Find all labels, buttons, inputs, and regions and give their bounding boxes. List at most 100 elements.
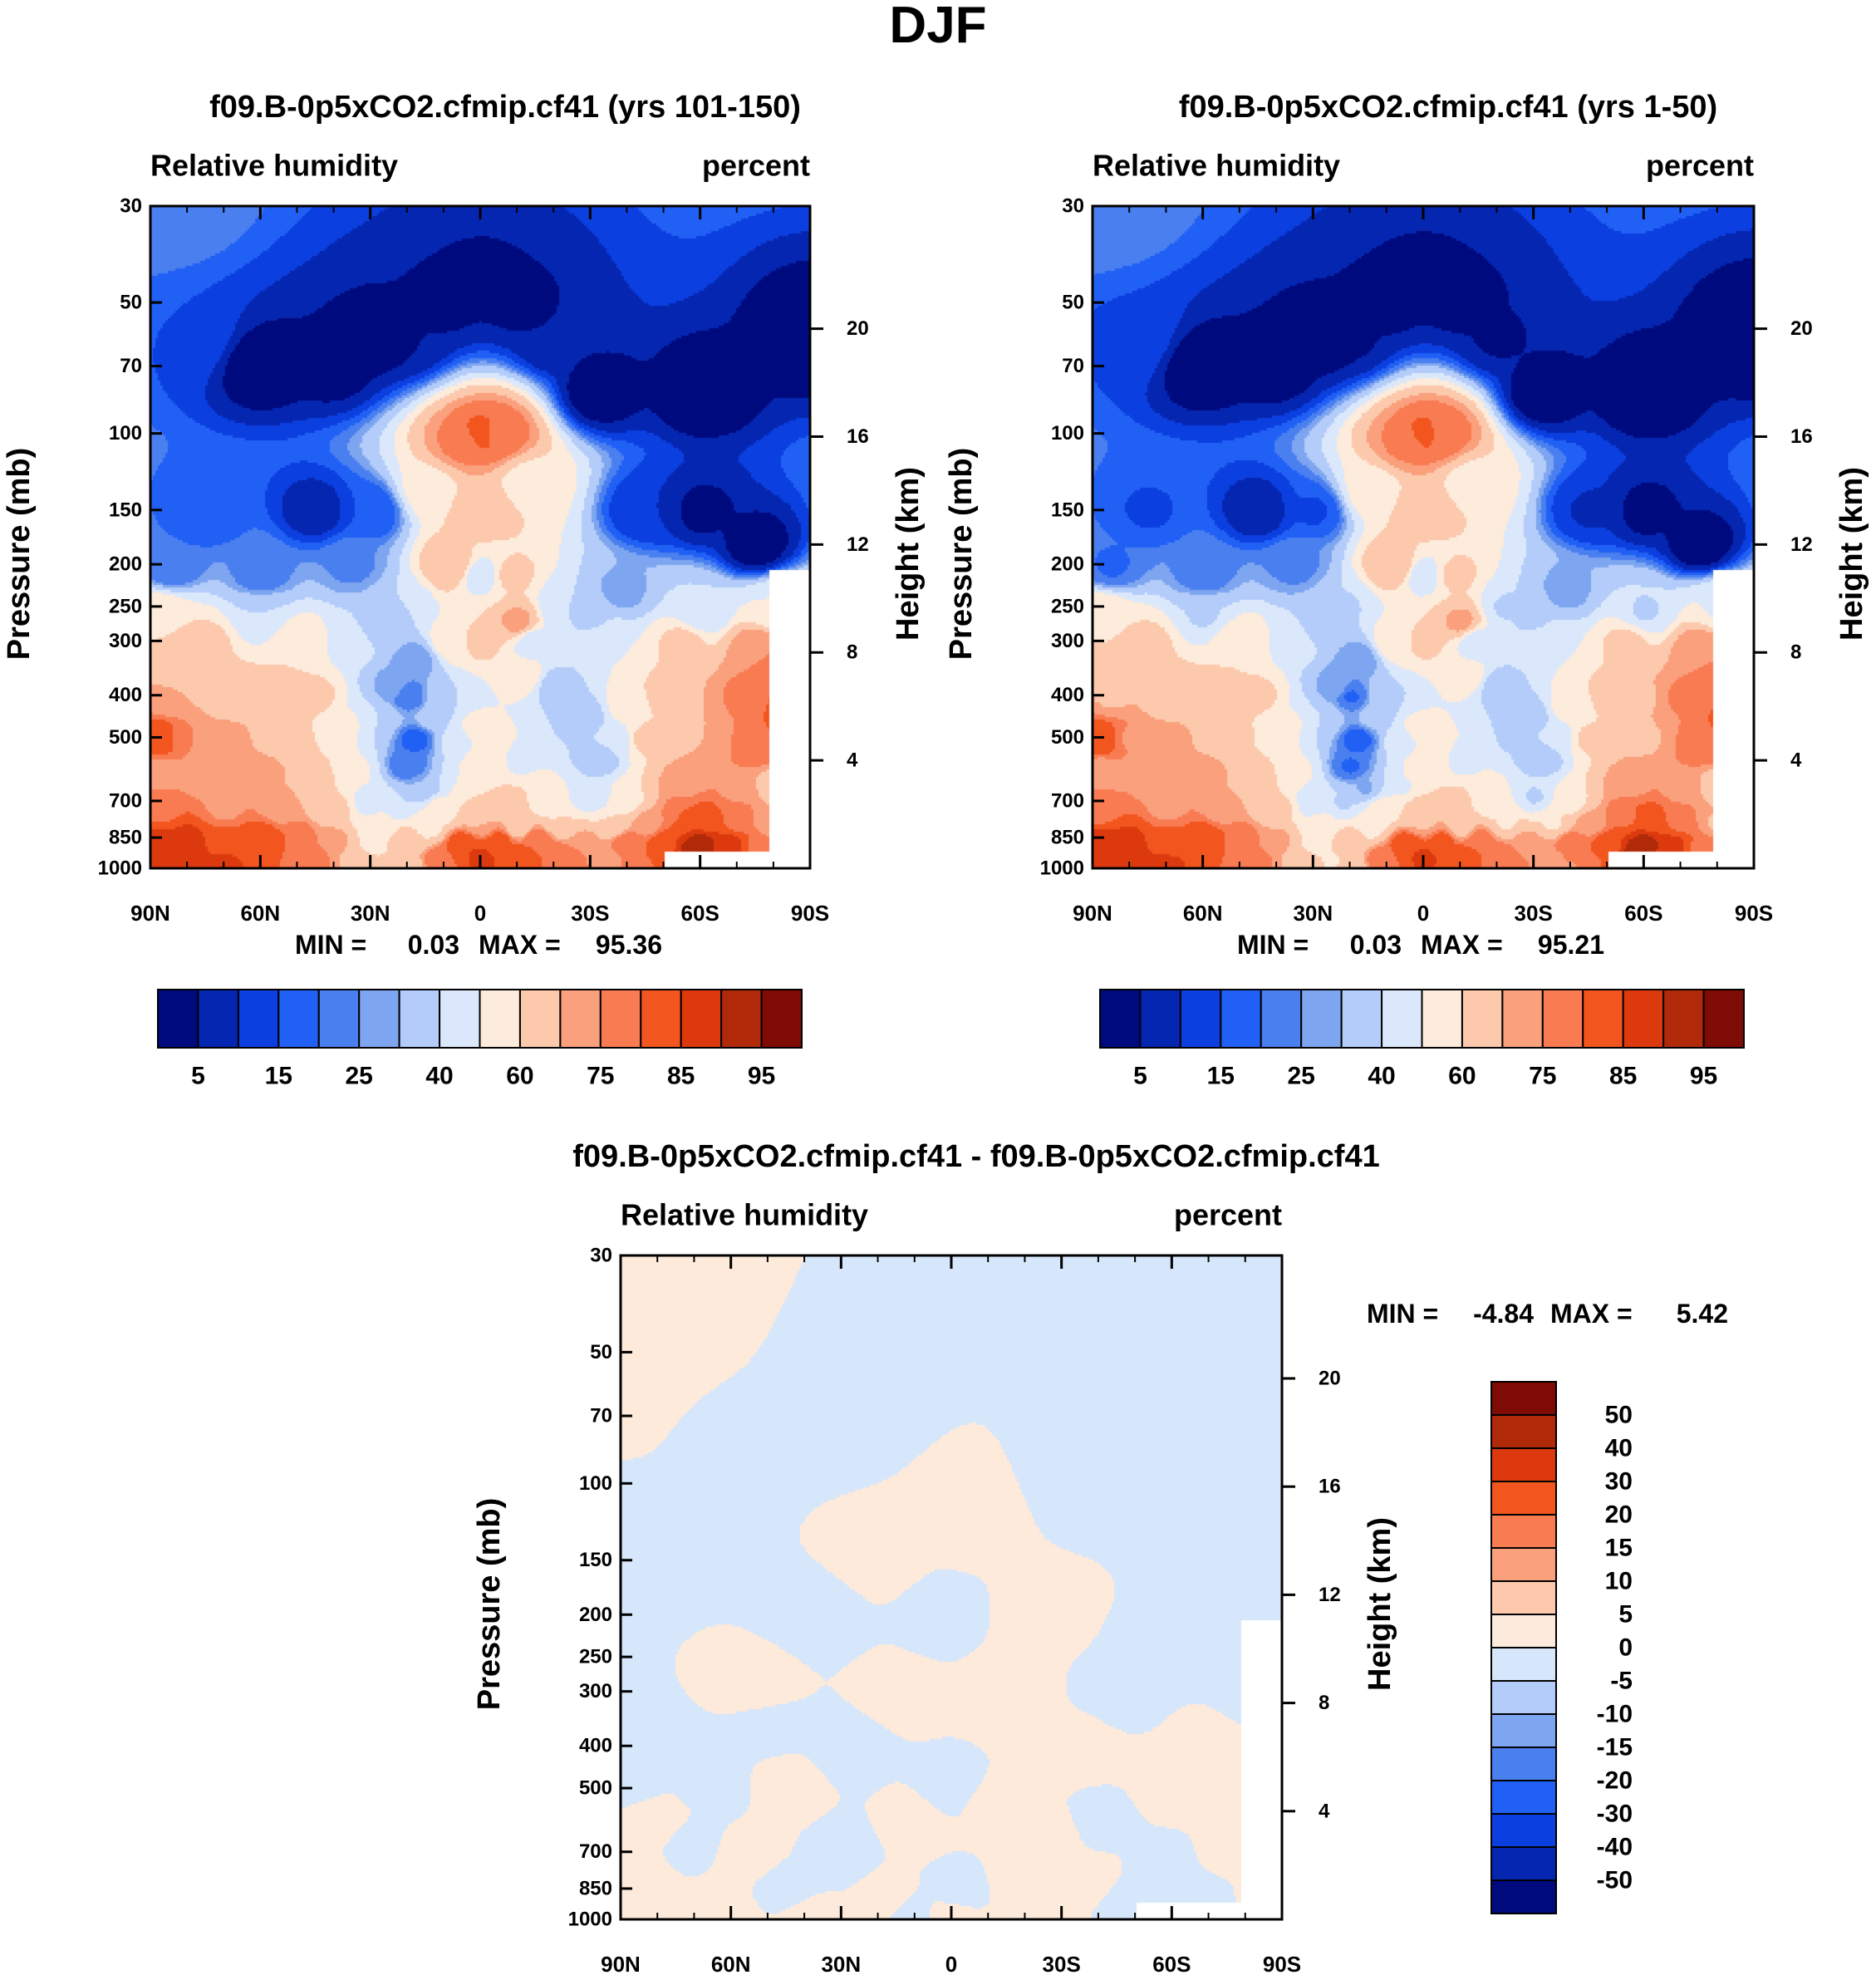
panel_a-colorbar-label: 5 [191,1063,205,1090]
panel_b-colorbar-swatch [1461,989,1504,1049]
panel_b-colorbar-swatch [1622,989,1665,1049]
panel_c-colorbar-swatch [1490,1547,1557,1582]
panel_a-colorbar-label: 25 [346,1063,373,1090]
panel_a-y-tick-label: 1000 [98,857,142,880]
panel_a-colorbar-swatch [317,989,361,1049]
panel_a-colorbar-swatch [720,989,763,1049]
panel_b-y-tick-label: 500 [1051,726,1084,749]
panel_c-y-tick-label: 250 [579,1646,612,1668]
panel_a-y-tick-label: 700 [109,789,142,812]
panel_b-colorbar-label: 40 [1368,1063,1395,1090]
panel_a-colorbar-swatch [237,989,280,1049]
panel_a-y-right-tick-label: 4 [847,749,858,772]
panel_b-colorbar-swatch [1662,989,1705,1049]
panel_c-colorbar-label: -5 [1610,1668,1633,1695]
panel_b-min-value: 0.03 [1350,930,1402,960]
panel_a-min-label: MIN = [295,930,366,960]
panel_c-min-value: -4.84 [1473,1299,1534,1329]
panel_b-group: 90N 60N 30N 0 30S 60S 90S 30 50 70 100 150 200 250 300… [944,90,1869,1090]
panel_c-max-label: MAX = [1550,1299,1633,1329]
panel_c-right-title: percent [1174,1198,1282,1232]
panel_c-y-tick-label: 700 [579,1840,612,1863]
panel_b-y-tick-label: 1000 [1040,857,1084,880]
panel_b-x-tick-label: 30S [1515,901,1553,926]
panel_b-y-tick-label: 700 [1051,789,1084,812]
panel_a-colorbar-swatch [599,989,642,1049]
panel_a-x-tick-label: 60S [681,901,719,926]
panel_c-colorbar-label: 10 [1605,1568,1633,1595]
panel_b-colorbar-swatch [1260,989,1303,1049]
panel_a-right-title: percent [702,149,810,183]
panel_a-title: f09.B-0p5xCO2.cfmip.cf41 (yrs 101-150) [209,90,801,125]
panel_b-x-tick-label: 90S [1735,901,1773,926]
panel_b-y-tick-label: 250 [1051,595,1084,617]
panel_c-colorbar-label: 40 [1605,1435,1633,1462]
panel_c-y-tick-label: 400 [579,1735,612,1757]
panel_a-max-value: 95.36 [596,930,662,960]
panel_b-colorbar-swatch [1582,989,1624,1049]
panel_b-colorbar-swatch [1541,989,1584,1049]
panel_b-colorbar-label: 60 [1448,1063,1476,1090]
panel_a-y-tick-label: 50 [120,292,142,314]
panel_c-x-tick-label: 60N [711,1952,751,1977]
panel_a-y-right-tick-label: 12 [847,533,869,556]
panel_a-x-tick-label: 30N [351,901,390,926]
panel_b-min-label: MIN = [1237,930,1309,960]
panel_a-colorbar-label: 85 [667,1063,695,1090]
panel_a-colorbar-label: 15 [265,1063,292,1090]
panel_a-y-tick-label: 30 [120,195,142,218]
panel_a-colorbar-swatch [640,989,682,1049]
panel_b-left-title: Relative humidity [1093,149,1340,183]
figure-title: DJF [889,0,987,54]
panel_b-colorbar-swatch [1220,989,1262,1049]
panel_a-colorbar-swatch [559,989,602,1049]
panel_c-colorbar-label: -15 [1597,1734,1633,1761]
panel_c-y-tick-label: 30 [590,1245,612,1267]
panel_a-colorbar-swatch [518,989,562,1049]
panel_a-colorbar-label: 95 [748,1063,775,1090]
panel_a-x-tick-label: 90N [130,901,170,926]
panel_b-y-axis-title: Pressure (mb) [944,448,979,661]
panel_b-max-label: MAX = [1421,930,1503,960]
panel_c-x-tick-label: 90N [601,1952,641,1977]
panel_c-title: f09.B-0p5xCO2.cfmip.cf41 - f09.B-0p5xCO2… [572,1139,1379,1174]
panel_a-y-tick-label: 250 [109,595,142,617]
panel_c-colorbar-label: 0 [1618,1634,1633,1662]
panel_c-y-tick-label: 300 [579,1680,612,1702]
panel_a-colorbar-swatch [398,989,441,1049]
panel_a-max-label: MAX = [479,930,561,960]
panel_c-y-right-tick-label: 8 [1319,1692,1329,1714]
panel_c-x-tick-label: 30N [821,1952,861,1977]
panel_c-x-tick-label: 90S [1263,1952,1301,1977]
panel_c-colorbar-swatch [1490,1747,1557,1781]
panel_b-colorbar-swatch [1139,989,1181,1049]
panel_b-colorbar-label: 15 [1207,1063,1235,1090]
panel_c-colorbar-label: -10 [1597,1701,1633,1728]
panel_a-x-tick-label: 0 [474,901,486,926]
panel_b-colorbar-label: 85 [1609,1063,1637,1090]
panel_c-colorbar-swatch [1490,1713,1557,1748]
panel_b-y-tick-label: 30 [1062,195,1084,218]
panel_c-colorbar-swatch [1490,1447,1557,1482]
panel_a-y-right-tick-label: 20 [847,317,869,340]
panel_c-colorbar-swatch [1490,1647,1557,1682]
panel_b-y-tick-label: 300 [1051,630,1084,652]
panel_b-y-right-tick-label: 4 [1790,749,1802,772]
panel_b-y-tick-label: 100 [1051,422,1084,445]
panel_c-colorbar-label: -30 [1597,1801,1633,1828]
panel_b-contour-field [1093,206,1754,868]
panel_c-x-tick-label: 30S [1043,1952,1081,1977]
panel_c-y-right-tick-label: 16 [1319,1476,1341,1498]
panel_a-y-right-axis-title: Height (km) [891,467,926,641]
panel_b-y-tick-label: 150 [1051,499,1084,521]
panel_b-y-right-tick-label: 8 [1790,641,1801,664]
panel_b-x-tick-label: 0 [1417,901,1429,926]
panel_c-colorbar-swatch [1490,1680,1557,1715]
panel_c-x-tick-label: 0 [945,1952,957,1977]
panel_a-y-tick-label: 150 [109,499,142,521]
panel_c-colorbar-label: -50 [1597,1867,1633,1894]
panel_c-y-right-tick-label: 4 [1319,1800,1330,1822]
panel_a-colorbar-swatch [760,989,803,1049]
panel_c-group: 90N 60N 30N 0 30S 60S 90S305070100150200250300… [472,1139,1728,1977]
panel_c-colorbar-swatch [1490,1813,1557,1848]
